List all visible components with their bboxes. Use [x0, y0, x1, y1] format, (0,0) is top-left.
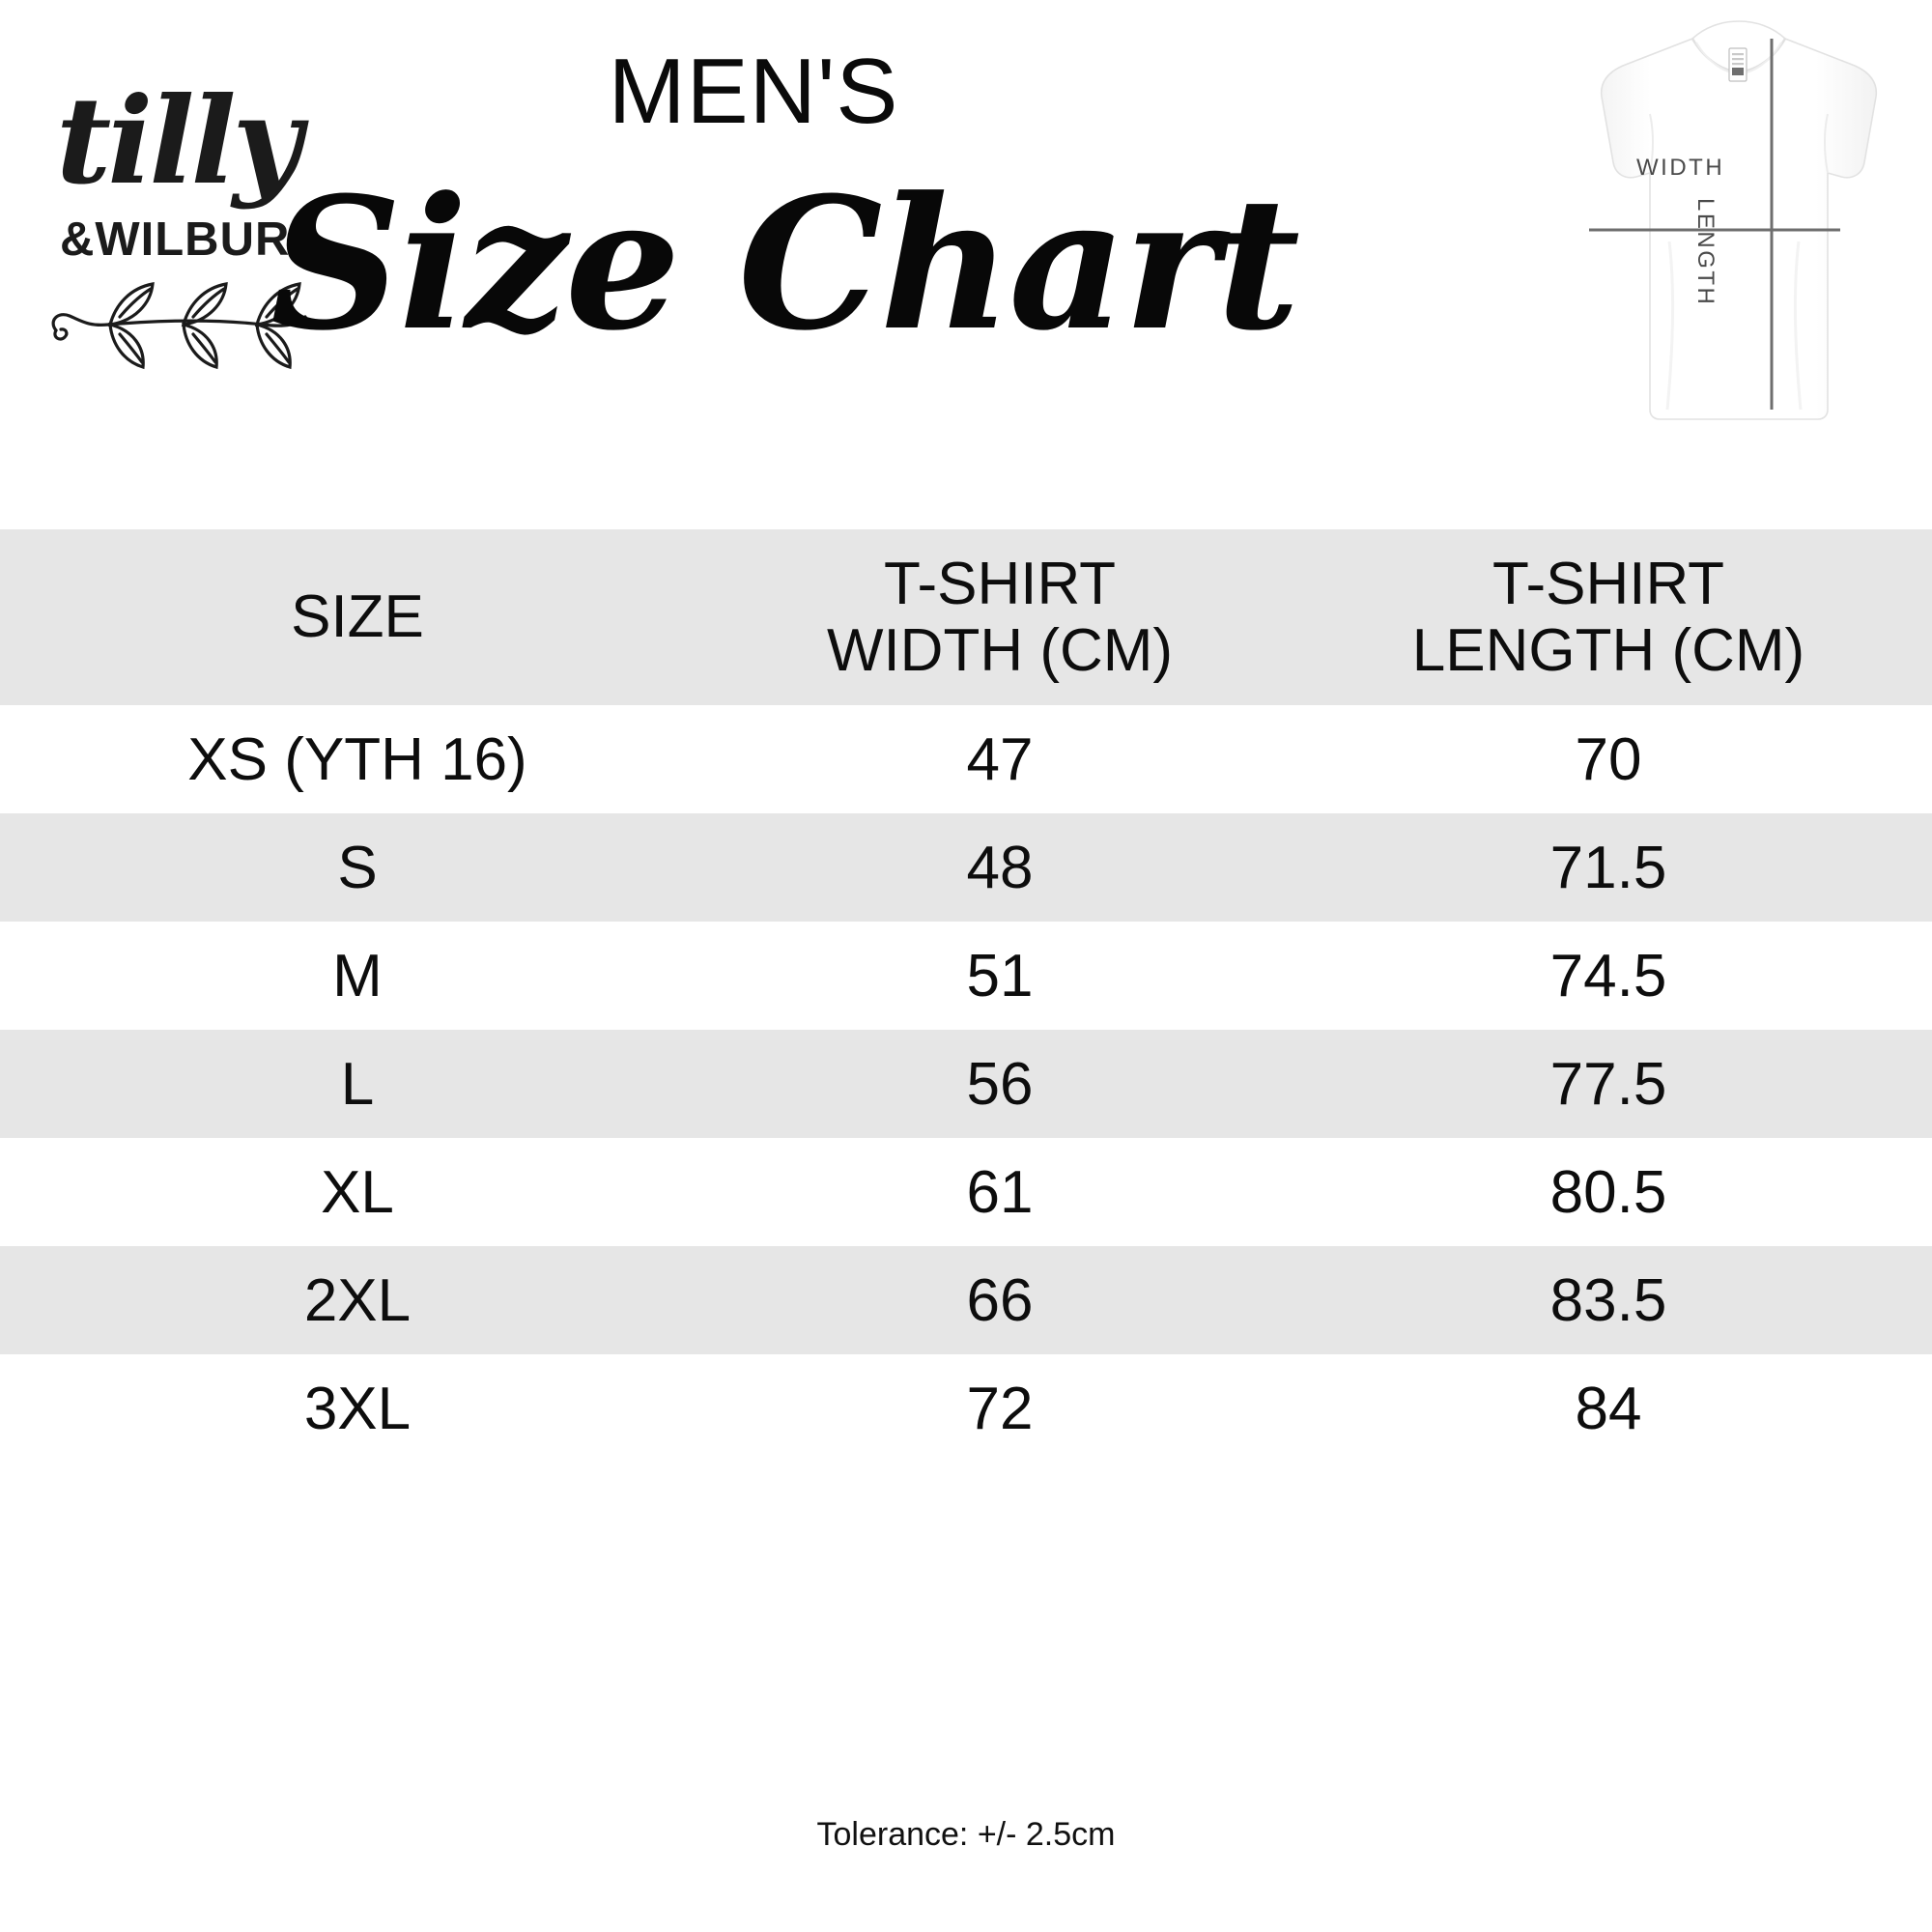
table-row: L 56 77.5 [0, 1030, 1932, 1138]
cell-width: 56 [715, 1030, 1285, 1138]
column-header-width-line1: T-SHIRT [884, 550, 1116, 617]
table-row: XL 61 80.5 [0, 1138, 1932, 1246]
cell-length: 70 [1285, 705, 1932, 813]
column-header-length: T-SHIRT LENGTH (CM) [1285, 529, 1932, 705]
cell-size: L [0, 1030, 715, 1138]
width-measure-label: WIDTH [1636, 155, 1725, 181]
cell-size: XS (YTH 16) [0, 705, 715, 813]
cell-width: 72 [715, 1354, 1285, 1463]
length-measure-label: LENGTH [1692, 198, 1719, 307]
cell-size: 3XL [0, 1354, 715, 1463]
cell-length: 77.5 [1285, 1030, 1932, 1138]
cell-length: 74.5 [1285, 922, 1932, 1030]
size-chart-table: SIZE T-SHIRT WIDTH (CM) T-SHIRT LENGTH (… [0, 529, 1932, 1463]
cell-width: 66 [715, 1246, 1285, 1354]
chart-header: tilly &WILBUR [0, 0, 1932, 529]
column-header-length-line2: LENGTH (CM) [1411, 617, 1805, 684]
cell-length: 71.5 [1285, 813, 1932, 922]
cell-size: S [0, 813, 715, 922]
column-header-width: T-SHIRT WIDTH (CM) [715, 529, 1285, 705]
tshirt-icon [1589, 20, 1878, 420]
cell-width: 48 [715, 813, 1285, 922]
column-header-size: SIZE [0, 529, 715, 705]
table-row: 3XL 72 84 [0, 1354, 1932, 1463]
cell-size: 2XL [0, 1246, 715, 1354]
column-header-size-line1: SIZE [291, 583, 424, 651]
tolerance-note: Tolerance: +/- 2.5cm [816, 1816, 1116, 1853]
cell-size: M [0, 922, 715, 1030]
brand-logo: tilly &WILBUR [39, 82, 357, 372]
cell-length: 80.5 [1285, 1138, 1932, 1246]
page-title: Size Chart [270, 157, 1300, 371]
cell-width: 47 [715, 705, 1285, 813]
tshirt-illustration: WIDTH LENGTH [1546, 0, 1932, 435]
cell-width: 51 [715, 922, 1285, 1030]
cell-size: XL [0, 1138, 715, 1246]
column-header-length-line1: T-SHIRT [1492, 550, 1724, 617]
cell-length: 83.5 [1285, 1246, 1932, 1354]
leaf-branch-icon [39, 261, 328, 372]
table-row: 2XL 66 83.5 [0, 1246, 1932, 1354]
cell-length: 84 [1285, 1354, 1932, 1463]
cell-width: 61 [715, 1138, 1285, 1246]
brand-name-sub: &WILBUR [60, 213, 291, 266]
table-row: M 51 74.5 [0, 922, 1932, 1030]
table-row: XS (YTH 16) 47 70 [0, 705, 1932, 813]
table-row: S 48 71.5 [0, 813, 1932, 922]
category-title: MEN'S [608, 40, 899, 143]
table-header-row: SIZE T-SHIRT WIDTH (CM) T-SHIRT LENGTH (… [0, 529, 1932, 705]
brand-name-script: tilly [56, 71, 302, 212]
column-header-width-line2: WIDTH (CM) [826, 617, 1174, 684]
